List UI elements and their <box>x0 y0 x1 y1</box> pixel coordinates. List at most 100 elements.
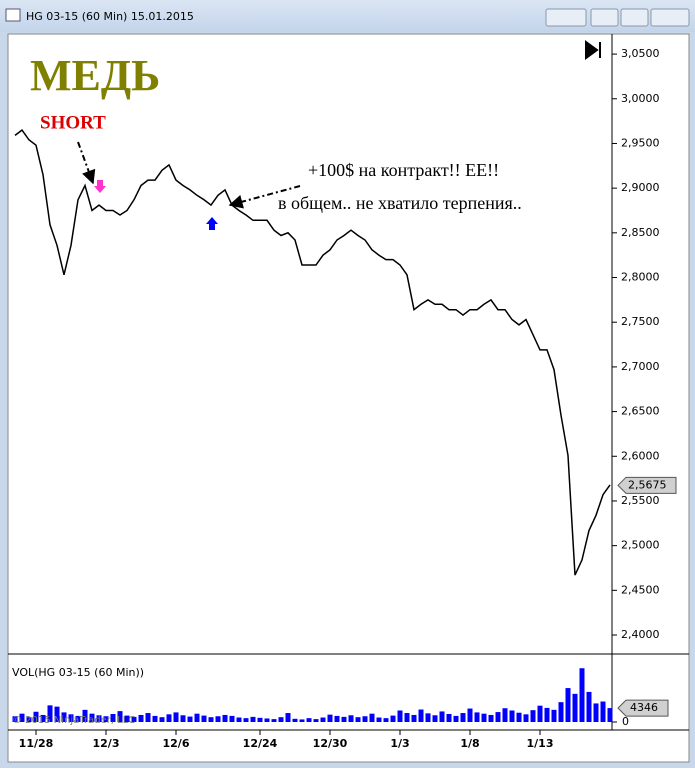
y-tick-label: 2,8500 <box>621 226 660 239</box>
volume-bar <box>173 712 179 722</box>
volume-bar <box>47 705 53 722</box>
volume-bar <box>110 714 116 722</box>
volume-bar <box>103 716 109 722</box>
volume-bar <box>320 717 326 722</box>
volume-bar <box>355 717 361 722</box>
volume-bar <box>558 702 564 722</box>
price-line <box>14 129 611 576</box>
volume-bar <box>131 716 137 722</box>
annotation: +100$ на контракт!! ЕЕ!! <box>308 160 499 180</box>
x-tick-label: 1/13 <box>527 737 554 750</box>
volume-bar <box>152 715 158 722</box>
y-tick-label: 2,9000 <box>621 181 660 194</box>
volume-bar <box>159 717 165 722</box>
maximize-button[interactable] <box>620 8 649 27</box>
chart-area <box>7 33 690 763</box>
y-tick-label: 2,4000 <box>621 628 660 641</box>
x-tick-label: 12/6 <box>163 737 190 750</box>
volume-bar <box>236 717 242 722</box>
x-tick-label: 12/3 <box>93 737 120 750</box>
volume-bar <box>124 715 130 722</box>
volume-bar <box>474 712 480 722</box>
volume-bar <box>306 718 312 722</box>
volume-bar <box>565 688 571 722</box>
annotation: в общем.. не хватило терпения.. <box>278 193 522 213</box>
volume-bar <box>404 713 410 722</box>
annotation: SHORT <box>40 112 106 133</box>
volume-bar <box>264 718 270 722</box>
volume-bar <box>516 712 522 722</box>
volume-bar <box>544 707 550 722</box>
volume-bar <box>460 713 466 722</box>
x-tick-label: 11/28 <box>19 737 54 750</box>
volume-bar <box>313 719 319 722</box>
volume-bar <box>187 716 193 722</box>
volume-bar <box>33 711 39 722</box>
volume-bar <box>600 701 606 722</box>
volume-bar <box>215 716 221 722</box>
volume-bar <box>495 712 501 722</box>
volume-bar <box>369 713 375 722</box>
volume-bar <box>54 706 60 722</box>
y-tick-label: 2,9500 <box>621 136 660 149</box>
volume-bar <box>12 716 18 722</box>
volume-bar <box>488 714 494 722</box>
volume-bar <box>586 691 592 722</box>
volume-bar <box>572 693 578 722</box>
volume-bar <box>271 719 277 722</box>
volume-bar <box>40 714 46 722</box>
panel-title: VOL(HG 03-15 (60 Min)) <box>12 666 144 679</box>
volume-bar <box>292 718 298 722</box>
volume-bar <box>579 668 585 722</box>
volume-bar <box>257 717 263 722</box>
volume-bar <box>397 710 403 722</box>
volume-bar <box>61 712 67 722</box>
y-tick-label: 2,6500 <box>621 405 660 418</box>
y-tick-label: 2,8000 <box>621 271 660 284</box>
volume-bar <box>19 713 25 722</box>
volume-bar <box>299 719 305 722</box>
volume-bar <box>117 711 123 722</box>
copyright: © 2015 NinjaTrader, LLC <box>12 715 135 726</box>
close-button[interactable] <box>650 8 690 27</box>
volume-bar <box>229 715 235 722</box>
last-volume-box <box>617 699 669 717</box>
volume-bar <box>138 714 144 722</box>
minimize-button[interactable] <box>590 8 619 27</box>
buy-marker <box>206 217 218 230</box>
volume-bar <box>425 713 431 722</box>
window-title: HG 03-15 (60 Min) 15.01.2015 <box>26 10 194 23</box>
volume-bar <box>362 716 368 722</box>
volume-bar <box>180 715 186 722</box>
annotation: МЕДЬ <box>30 51 160 100</box>
volume-bar <box>166 714 172 722</box>
volume-bar <box>26 717 32 722</box>
volume-bar <box>467 708 473 722</box>
toolbar-button[interactable] <box>545 8 587 27</box>
x-tick-label: 12/30 <box>313 737 348 750</box>
x-tick-label: 1/3 <box>390 737 409 750</box>
volume-bar <box>341 716 347 722</box>
volume-bar <box>376 717 382 722</box>
volume-bar <box>502 708 508 722</box>
y-tick-label: 3,0000 <box>621 92 660 105</box>
volume-bar <box>145 713 151 722</box>
x-tick-label: 12/24 <box>243 737 278 750</box>
volume-bar <box>593 703 599 722</box>
sell-marker <box>94 180 106 193</box>
last-price-label: 2,5675 <box>628 478 667 491</box>
volume-bar <box>250 716 256 722</box>
volume-bar <box>75 715 81 722</box>
y-tick-label: 2,6000 <box>621 449 660 462</box>
volume-bar <box>418 709 424 722</box>
volume-bar <box>348 715 354 722</box>
volume-bar <box>201 715 207 722</box>
volume-bar <box>551 709 557 722</box>
volume-bar <box>334 715 340 722</box>
volume-bar <box>530 710 536 722</box>
y-tick-label: 2,7000 <box>621 360 660 373</box>
scroll-end-icon[interactable] <box>585 40 601 60</box>
volume-bar <box>89 713 95 722</box>
volume-bar <box>208 717 214 722</box>
